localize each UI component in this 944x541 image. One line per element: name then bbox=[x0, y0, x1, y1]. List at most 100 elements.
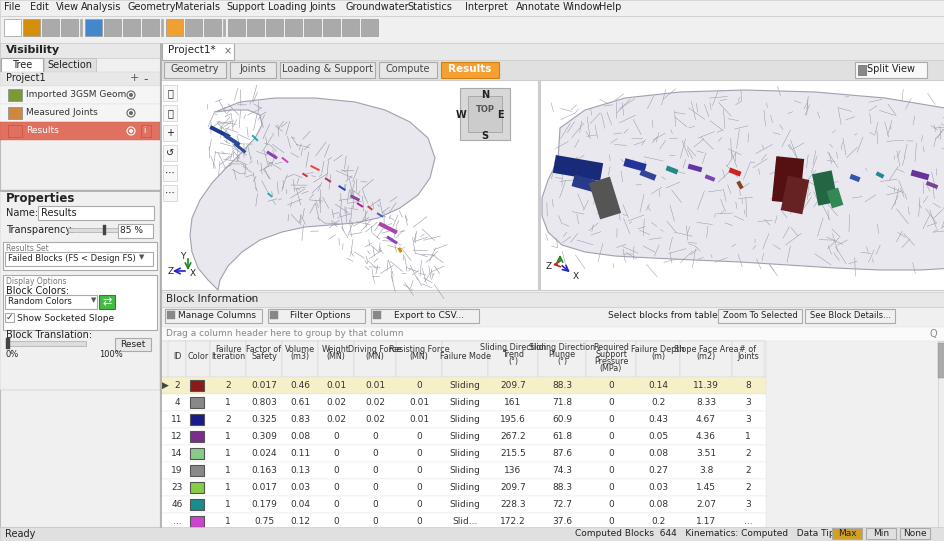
Bar bbox=[0, 16, 944, 43]
Bar bbox=[160, 19, 162, 36]
Text: Help: Help bbox=[598, 2, 621, 12]
Text: Computed Blocks  644   Kinematics: Computed   Data Tips:: Computed Blocks 644 Kinematics: Computed… bbox=[574, 529, 841, 538]
Polygon shape bbox=[704, 174, 715, 182]
Text: 0: 0 bbox=[608, 517, 614, 526]
Text: 0.08: 0.08 bbox=[648, 500, 667, 509]
Text: S: S bbox=[480, 131, 488, 141]
Bar bbox=[342, 19, 359, 36]
Bar bbox=[190, 448, 204, 459]
Bar bbox=[160, 411, 766, 428]
Text: 0.03: 0.03 bbox=[648, 483, 667, 492]
Bar bbox=[371, 309, 479, 323]
Text: 0.27: 0.27 bbox=[648, 466, 667, 475]
Text: 0.05: 0.05 bbox=[648, 432, 667, 441]
Bar bbox=[442, 341, 487, 377]
Polygon shape bbox=[811, 170, 837, 206]
Text: Sliding: Sliding bbox=[449, 483, 480, 492]
Text: # of: # of bbox=[738, 345, 756, 354]
Text: 0: 0 bbox=[608, 381, 614, 390]
Bar bbox=[160, 292, 944, 307]
Polygon shape bbox=[571, 175, 608, 195]
Bar bbox=[0, 122, 160, 140]
Text: 0: 0 bbox=[415, 483, 421, 492]
Text: ID: ID bbox=[173, 352, 181, 361]
Text: 0.163: 0.163 bbox=[251, 466, 277, 475]
Text: 0: 0 bbox=[415, 381, 421, 390]
Text: 215.5: 215.5 bbox=[499, 449, 525, 458]
Text: 0.04: 0.04 bbox=[290, 500, 310, 509]
Text: 0.02: 0.02 bbox=[364, 415, 384, 424]
Bar bbox=[8, 89, 22, 101]
Polygon shape bbox=[324, 177, 331, 183]
Bar bbox=[223, 19, 225, 36]
Text: 136: 136 bbox=[504, 466, 521, 475]
Bar bbox=[245, 341, 281, 377]
Bar bbox=[61, 19, 78, 36]
Text: (m3): (m3) bbox=[290, 352, 310, 361]
Text: 0.11: 0.11 bbox=[290, 449, 310, 458]
Text: 0.03: 0.03 bbox=[290, 483, 310, 492]
Bar bbox=[166, 19, 183, 36]
Text: Min: Min bbox=[872, 529, 888, 538]
Polygon shape bbox=[623, 158, 646, 172]
Polygon shape bbox=[190, 98, 434, 290]
Bar bbox=[185, 19, 202, 36]
Bar bbox=[115, 338, 151, 351]
Text: Weight: Weight bbox=[322, 345, 349, 354]
Polygon shape bbox=[910, 170, 929, 180]
Text: None: None bbox=[902, 529, 926, 538]
Text: 209.7: 209.7 bbox=[499, 483, 525, 492]
Text: 0.02: 0.02 bbox=[364, 398, 384, 407]
Bar bbox=[865, 528, 895, 539]
Bar bbox=[854, 62, 926, 78]
Text: Iteration: Iteration bbox=[211, 352, 244, 361]
Text: 8: 8 bbox=[744, 381, 750, 390]
Bar bbox=[123, 19, 140, 36]
Bar bbox=[85, 19, 102, 36]
Text: 1.45: 1.45 bbox=[696, 483, 716, 492]
Polygon shape bbox=[874, 171, 884, 179]
Text: Required: Required bbox=[593, 343, 629, 352]
Text: Transparency:: Transparency: bbox=[6, 225, 74, 235]
Text: Reset: Reset bbox=[120, 340, 145, 349]
Text: 2: 2 bbox=[745, 449, 750, 458]
Text: Results Set: Results Set bbox=[6, 244, 49, 253]
Bar bbox=[168, 341, 186, 377]
Text: 0: 0 bbox=[333, 517, 339, 526]
Text: 0.14: 0.14 bbox=[648, 381, 667, 390]
Text: 1: 1 bbox=[225, 449, 230, 458]
Text: 0: 0 bbox=[372, 449, 378, 458]
Text: Block Translation:: Block Translation: bbox=[6, 330, 92, 340]
Text: Geometry: Geometry bbox=[127, 2, 177, 12]
Text: 0: 0 bbox=[608, 500, 614, 509]
Text: Failed Blocks (FS < Design FS): Failed Blocks (FS < Design FS) bbox=[8, 254, 136, 263]
Text: 0.75: 0.75 bbox=[254, 517, 274, 526]
Bar bbox=[6, 338, 10, 349]
Bar bbox=[279, 62, 375, 78]
Bar bbox=[396, 341, 442, 377]
Text: 3.51: 3.51 bbox=[695, 449, 716, 458]
Text: Tree: Tree bbox=[12, 60, 32, 70]
Text: Resisting Force: Resisting Force bbox=[388, 345, 448, 354]
Polygon shape bbox=[771, 156, 803, 204]
Polygon shape bbox=[376, 212, 383, 217]
Text: 3: 3 bbox=[744, 415, 750, 424]
Bar bbox=[68, 228, 118, 232]
Text: Block Colors:: Block Colors: bbox=[6, 286, 69, 296]
Bar bbox=[268, 309, 364, 323]
Polygon shape bbox=[728, 168, 741, 176]
Bar bbox=[265, 19, 282, 36]
Text: 88.3: 88.3 bbox=[551, 381, 571, 390]
Bar bbox=[680, 341, 732, 377]
Text: 0%: 0% bbox=[6, 350, 19, 359]
Text: 0: 0 bbox=[415, 432, 421, 441]
Bar bbox=[537, 341, 585, 377]
Bar bbox=[190, 414, 204, 425]
Polygon shape bbox=[687, 164, 701, 172]
Text: 4.67: 4.67 bbox=[696, 415, 716, 424]
Text: Joints: Joints bbox=[240, 64, 266, 74]
Text: Materials: Materials bbox=[175, 2, 219, 12]
Bar bbox=[190, 499, 204, 510]
Bar bbox=[190, 431, 204, 442]
Text: Color: Color bbox=[187, 352, 209, 361]
